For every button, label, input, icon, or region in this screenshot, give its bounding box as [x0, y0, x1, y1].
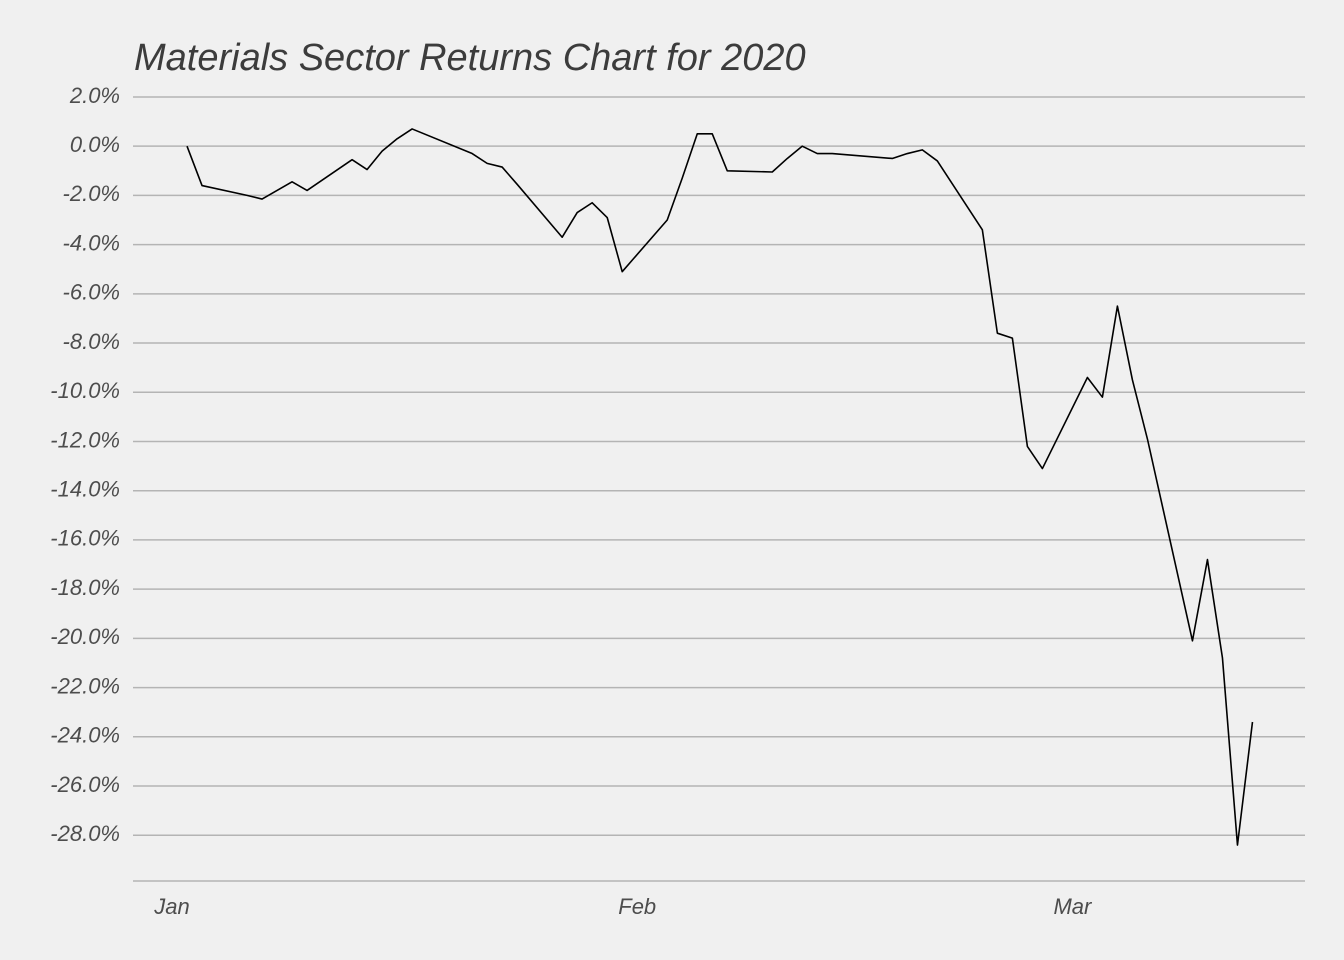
y-tick-label: -4.0% [63, 230, 120, 255]
x-tick-label: Mar [1053, 894, 1093, 919]
y-tick-label: -26.0% [50, 772, 120, 797]
y-tick-label: -18.0% [50, 575, 120, 600]
y-tick-label: -16.0% [50, 526, 120, 551]
y-tick-label: -22.0% [50, 673, 120, 698]
y-tick-label: -10.0% [50, 378, 120, 403]
y-tick-label: 0.0% [70, 132, 120, 157]
y-tick-label: -20.0% [50, 624, 120, 649]
chart-title: Materials Sector Returns Chart for 2020 [134, 37, 806, 79]
y-tick-label: -8.0% [63, 329, 120, 354]
y-tick-label: -6.0% [63, 280, 120, 305]
y-tick-label: -12.0% [50, 427, 120, 452]
y-tick-label: -28.0% [50, 821, 120, 846]
y-tick-label: 2.0% [69, 83, 120, 108]
y-tick-label: -14.0% [50, 477, 120, 502]
y-tick-label: -2.0% [63, 181, 120, 206]
y-tick-label: -24.0% [50, 723, 120, 748]
x-tick-label: Feb [618, 894, 656, 919]
x-tick-label: Jan [153, 894, 189, 919]
data-line [186, 128, 1254, 846]
